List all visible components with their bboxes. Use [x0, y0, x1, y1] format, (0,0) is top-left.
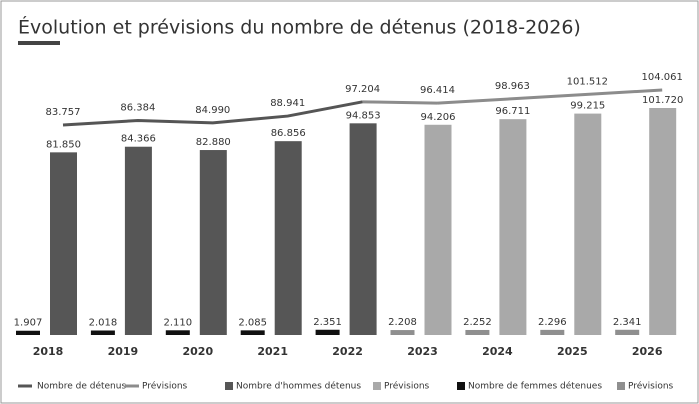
chart-title: Évolution et prévisions du nombre de dét… — [18, 16, 581, 39]
value-label: 2.208 — [388, 317, 417, 328]
legend-label: Nombre de femmes détenues — [468, 381, 602, 392]
bar — [574, 113, 602, 335]
value-label: 2.341 — [613, 317, 642, 328]
x-tick-label: 2021 — [257, 345, 288, 358]
value-label: 101.720 — [642, 95, 683, 106]
value-label: 98.963 — [495, 81, 530, 92]
x-tick-label: 2018 — [33, 345, 64, 358]
legend-swatch — [457, 382, 465, 390]
value-label: 88.941 — [270, 98, 305, 109]
legend-label: Prévisions — [628, 381, 674, 392]
legend-swatch — [225, 382, 233, 390]
line — [437, 88, 663, 105]
value-label: 84.990 — [195, 105, 230, 116]
bar — [349, 123, 377, 335]
value-label: 2.110 — [163, 317, 192, 328]
bar — [124, 146, 152, 335]
value-label: 99.215 — [570, 101, 605, 112]
legend-label: Nombre de détenus — [37, 381, 126, 392]
value-label: 2.252 — [463, 317, 492, 328]
x-tick-label: 2023 — [407, 345, 438, 358]
legend-label: Prévisions — [142, 381, 188, 392]
bar — [240, 330, 265, 335]
value-label: 101.512 — [567, 76, 608, 87]
value-label: 86.856 — [271, 128, 306, 139]
bar — [50, 152, 77, 335]
legend-label: Prévisions — [384, 381, 430, 392]
value-label: 2.018 — [89, 317, 118, 328]
value-label: 94.206 — [421, 112, 456, 123]
bar — [165, 330, 190, 335]
value-label: 84.366 — [121, 134, 156, 145]
value-label: 81.850 — [46, 139, 81, 150]
bar — [424, 124, 452, 335]
bar — [499, 119, 527, 336]
value-label: 2.296 — [538, 317, 567, 328]
bar — [315, 329, 340, 335]
legend-label: Nombre d'hommes détenus — [236, 381, 361, 392]
x-tick-label: 2019 — [108, 345, 139, 358]
value-label: 2.085 — [238, 317, 267, 328]
line-connector — [362, 100, 438, 105]
bar — [274, 141, 302, 335]
value-label: 86.384 — [120, 102, 155, 113]
value-label: 104.061 — [642, 72, 683, 83]
bar — [465, 329, 490, 335]
value-label: 94.853 — [346, 110, 381, 121]
bar — [390, 330, 415, 335]
value-label: 82.880 — [196, 137, 231, 148]
x-tick-label: 2022 — [332, 345, 363, 358]
x-tick-label: 2026 — [632, 345, 663, 358]
title-underline — [18, 41, 60, 45]
line — [62, 100, 363, 127]
value-label: 96.414 — [420, 85, 455, 96]
legend-swatch — [373, 382, 381, 390]
value-label: 1.907 — [14, 318, 43, 329]
value-label: 96.711 — [495, 106, 530, 117]
bar — [199, 150, 227, 335]
value-label: 2.351 — [313, 317, 342, 328]
legend-swatch — [617, 382, 625, 390]
bar — [16, 330, 40, 335]
bar — [90, 330, 115, 335]
bar — [540, 329, 565, 335]
x-tick-label: 2024 — [482, 345, 513, 358]
value-label: 83.757 — [46, 107, 81, 118]
bar — [615, 329, 640, 335]
value-label: 97.204 — [345, 84, 380, 95]
bar — [649, 108, 677, 335]
x-tick-label: 2020 — [182, 345, 213, 358]
x-tick-label: 2025 — [557, 345, 588, 358]
